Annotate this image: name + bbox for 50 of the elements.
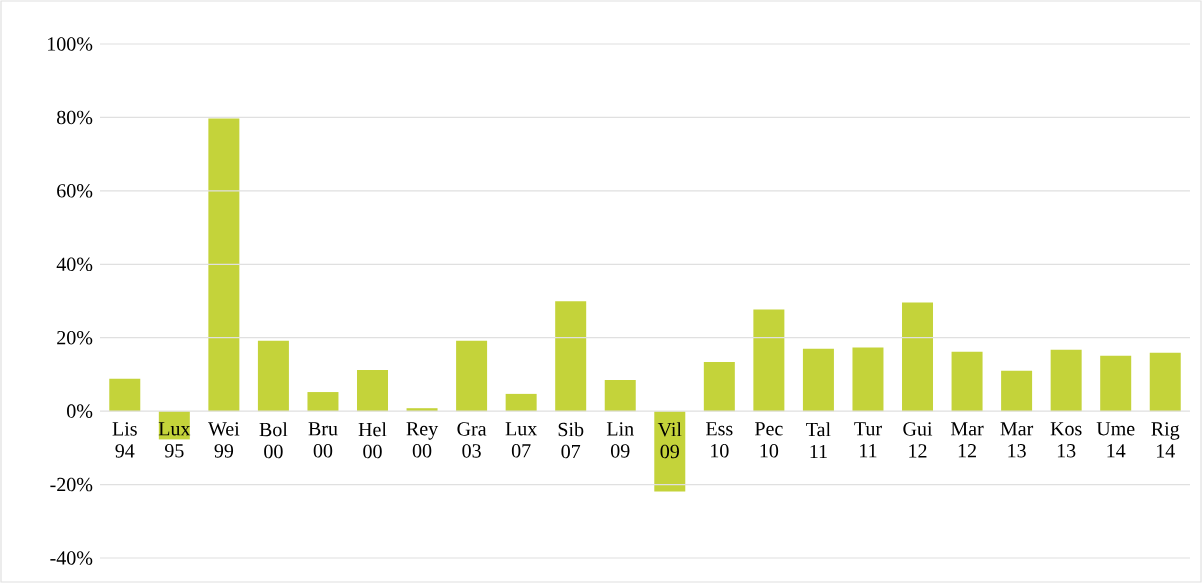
bar xyxy=(654,411,686,492)
x-tick-label: Lux 95 xyxy=(158,422,191,458)
bar xyxy=(257,340,289,412)
bar xyxy=(802,348,834,412)
x-tick-label: Lux 07 xyxy=(505,422,538,458)
bar xyxy=(1001,370,1033,412)
x-tick-label: Vil 09 xyxy=(657,422,682,459)
y-tick-label: 60% xyxy=(57,184,93,198)
bar xyxy=(208,118,240,412)
x-tick-label: Rig 14 xyxy=(1151,422,1180,458)
y-tick-label: 100% xyxy=(48,37,93,51)
x-tick-label: Mar 12 xyxy=(950,422,984,458)
x-tick-label: Tal 11 xyxy=(806,422,831,459)
bar xyxy=(1100,355,1132,412)
y-tick-label: 80% xyxy=(57,110,93,125)
y-tick-label: 0% xyxy=(67,404,93,418)
x-tick-label: Ume 14 xyxy=(1096,422,1135,458)
bar xyxy=(456,340,488,412)
bar xyxy=(902,302,934,412)
bar xyxy=(1050,349,1082,412)
x-tick-label: Gui 12 xyxy=(903,422,933,458)
bar xyxy=(1149,352,1181,412)
y-tick-label: 20% xyxy=(57,330,93,345)
bar xyxy=(703,361,735,412)
x-tick-label: Pec 10 xyxy=(755,422,783,458)
x-tick-label: Sib 07 xyxy=(558,422,584,459)
x-tick-label: Bru 00 xyxy=(308,422,338,458)
bar xyxy=(109,378,141,412)
x-tick-label: Lin 09 xyxy=(606,422,634,458)
x-tick-label: Rey 00 xyxy=(406,422,439,458)
x-tick-label: Bol 00 xyxy=(259,422,288,459)
x-tick-label: Lis 94 xyxy=(112,422,137,458)
x-tick-label: Wei 99 xyxy=(208,422,240,458)
y-tick-label: -40% xyxy=(50,551,93,565)
x-tick-label: Tur 11 xyxy=(854,422,882,458)
bar xyxy=(604,379,636,412)
x-tick-label: Gra 03 xyxy=(457,422,487,458)
bar xyxy=(307,392,339,412)
x-tick-label: Ess 10 xyxy=(706,422,733,458)
bar xyxy=(753,309,785,412)
x-tick-label: Mar 13 xyxy=(1000,422,1034,458)
x-tick-label: Hel 00 xyxy=(358,422,387,459)
y-tick-label: -20% xyxy=(50,477,93,492)
bar xyxy=(357,370,389,412)
bar xyxy=(852,347,884,412)
y-tick-label: 40% xyxy=(56,257,93,272)
bar xyxy=(951,351,983,412)
x-tick-label: Kos 13 xyxy=(1050,422,1082,458)
bar xyxy=(555,301,587,412)
bar xyxy=(505,393,537,412)
